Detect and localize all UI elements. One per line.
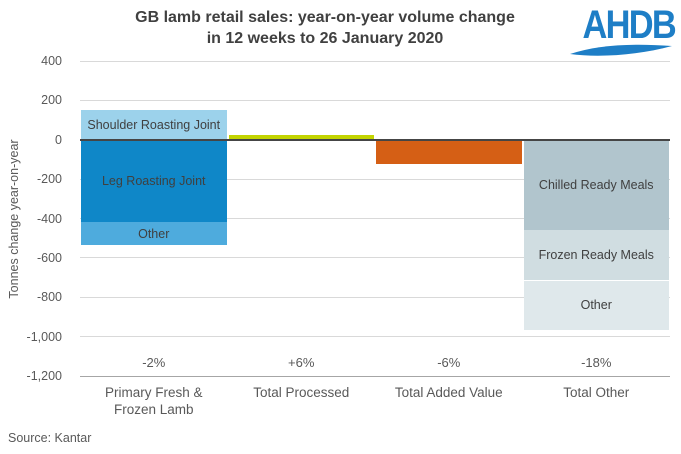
chart-title-line2: in 12 weeks to 26 January 2020 <box>206 30 444 47</box>
y-tick-label: 200 <box>41 93 62 108</box>
y-tick-label: -200 <box>36 172 62 187</box>
bar-segment: Frozen Ready Meals <box>523 230 669 281</box>
y-tick-label: -1,200 <box>26 369 62 383</box>
gridline <box>80 296 670 298</box>
bar-percent-label: -2% <box>142 355 166 370</box>
bar-percent-label: -18% <box>581 355 612 370</box>
bar-segment-label: Other <box>580 298 612 313</box>
bar-segment <box>228 134 374 140</box>
source-note: Source: Kantar <box>8 431 92 445</box>
chart-title-line1: GB lamb retail sales: year-on-year volum… <box>135 9 515 26</box>
category-label: Total Added Value <box>394 385 503 400</box>
gridline <box>80 218 670 219</box>
gridline <box>80 99 670 101</box>
gridline <box>80 60 670 62</box>
bar-segment-label: Leg Roasting Joint <box>101 174 206 189</box>
category-label: Total Other <box>563 385 630 400</box>
bar-segment: Other <box>81 222 227 245</box>
bar-segment: Other <box>523 280 669 330</box>
y-tick-label: -800 <box>36 290 62 305</box>
zero-axis-line <box>80 138 670 141</box>
bar-percent-label: +6% <box>288 355 315 370</box>
bar-segment: Chilled Ready Meals <box>523 139 669 231</box>
category-label: Total Processed <box>253 385 350 400</box>
y-tick-label: -600 <box>36 250 62 265</box>
bar-segment-label: Chilled Ready Meals <box>538 178 654 193</box>
gridline <box>80 336 670 338</box>
y-tick-label: 400 <box>41 54 62 68</box>
ahdb-logo-wave-icon <box>570 44 672 56</box>
gridline <box>80 178 670 180</box>
bar-segment-label: Shoulder Roasting Joint <box>87 117 221 132</box>
bar-segment: Shoulder Roasting Joint <box>81 110 227 140</box>
bar-segment <box>376 139 522 165</box>
chart-title: GB lamb retail sales: year-on-year volum… <box>0 7 650 49</box>
x-axis-line <box>80 376 670 377</box>
y-tick-label: -1,000 <box>26 329 62 344</box>
y-tick-label: -400 <box>36 211 62 226</box>
bar-segment-label: Other <box>138 226 170 241</box>
category-label: Primary Fresh & Frozen Lamb <box>104 385 203 417</box>
bar-percent-label: -6% <box>437 355 461 370</box>
ahdb-logo: AHDB <box>567 3 677 58</box>
gridline <box>80 257 670 259</box>
ahdb-logo-text: AHDB <box>582 3 677 47</box>
bar-segment: Leg Roasting Joint <box>81 139 227 223</box>
bar-segment-label: Frozen Ready Meals <box>538 248 654 263</box>
y-tick-label: 0 <box>55 132 62 147</box>
